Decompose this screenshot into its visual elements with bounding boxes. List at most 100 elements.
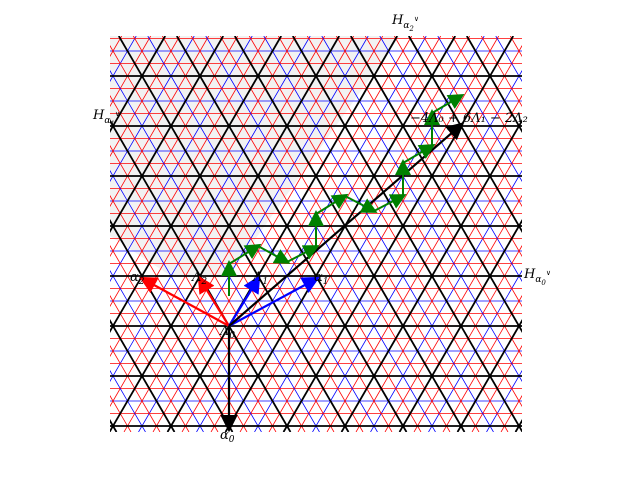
path-step: [228, 243, 262, 265]
wall-line: [0, 36, 35, 432]
wall-line: [0, 36, 107, 432]
wall-line: [574, 36, 640, 432]
wall-line: [514, 419, 522, 432]
hyperplane-alpha1-label: Hα1∨: [92, 108, 120, 128]
wall-line: [254, 36, 485, 432]
wall-line: [152, 36, 384, 432]
wall-line: [110, 420, 117, 432]
wall-line: [297, 45, 522, 432]
wall-line: [530, 36, 640, 432]
wall-line: [110, 36, 239, 257]
wall-line: [110, 95, 306, 432]
wall-line: [161, 36, 393, 432]
wall-line: [110, 36, 282, 333]
wall-line: [437, 36, 522, 182]
wall-line: [110, 36, 195, 182]
alpha2-arrow: [139, 276, 230, 327]
wall-line: [282, 36, 514, 432]
wall-line: [525, 36, 640, 432]
wall-line: [210, 36, 442, 432]
wall-line: [408, 36, 522, 233]
wall-line: [0, 36, 64, 432]
wall-line: [110, 36, 181, 157]
wall-line: [110, 36, 224, 233]
wall-line: [466, 36, 522, 133]
wall-line: [292, 36, 522, 432]
alpha1-arrow: [228, 276, 320, 327]
wall-line: [147, 36, 378, 432]
wall-line: [525, 36, 640, 432]
wall-line: [0, 36, 107, 432]
lambda1-label: Λ1: [252, 270, 268, 287]
wall-line: [110, 245, 219, 432]
wall-line: [0, 36, 102, 432]
wall-line: [456, 319, 522, 432]
wall-line: [118, 36, 350, 432]
wall-line: [393, 36, 522, 257]
wall-line: [234, 36, 466, 432]
lambda2-arrow: [197, 275, 230, 327]
wall-line: [0, 36, 6, 432]
wall-line: [515, 420, 522, 432]
wall-line: [0, 36, 93, 432]
wall-line: [110, 219, 234, 432]
wall-line: [568, 36, 640, 432]
wall-line: [181, 36, 413, 432]
wall-line: [583, 36, 640, 432]
wall-line: [350, 36, 522, 333]
wall-line: [0, 36, 29, 432]
green-path: [221, 93, 465, 296]
wall-line: [110, 145, 277, 432]
wall-line: [335, 36, 522, 357]
wall-line: [321, 36, 522, 382]
wall-line: [355, 145, 522, 432]
wall-line: [428, 270, 522, 432]
wall-line: [597, 36, 640, 432]
wall-line: [554, 36, 640, 432]
wall-line: [326, 95, 522, 432]
wall-line: [632, 36, 640, 432]
wall-line: [379, 36, 522, 282]
wall-line: [0, 36, 58, 432]
wall-line: [0, 36, 15, 432]
wall-line: [612, 36, 640, 432]
wall-line: [263, 36, 494, 432]
wall-line: [398, 219, 522, 432]
wall-line: [340, 119, 522, 432]
hyperplane-alpha2-label: Hα2∨: [391, 13, 419, 33]
wall-line: [110, 270, 204, 432]
alpha1-label: α1: [314, 270, 329, 287]
path-step: [431, 93, 465, 114]
wall-line: [110, 36, 268, 307]
wall-line: [190, 36, 422, 432]
hyperplane-alpha0-label: Hα0∨: [523, 267, 551, 287]
path-step: [286, 245, 320, 263]
wall-line: [306, 36, 522, 407]
wall-line: [509, 36, 522, 57]
wall-line: [364, 36, 522, 307]
wall-line: [110, 36, 152, 107]
wall-line: [457, 320, 522, 432]
wall-line: [110, 36, 326, 407]
wall-line: [110, 170, 262, 432]
wall-line: [248, 36, 480, 432]
wall-line: [110, 36, 210, 207]
wall-line: [110, 36, 166, 133]
wall-line: [110, 419, 118, 432]
wall-line: [0, 36, 20, 432]
wall-line: [224, 36, 456, 432]
wall-line: [312, 70, 522, 432]
path-step: [344, 195, 378, 213]
wall-line: [110, 36, 123, 57]
wall-line: [480, 36, 522, 107]
wall-line: [176, 36, 408, 432]
wall-line: [110, 70, 320, 432]
path-step: [402, 143, 436, 164]
wall-line: [110, 195, 248, 432]
wall-line: [574, 36, 640, 432]
wall-line: [110, 36, 253, 282]
wall-line: [239, 36, 471, 432]
wall-line: [110, 36, 297, 357]
wall-line: [583, 36, 640, 432]
